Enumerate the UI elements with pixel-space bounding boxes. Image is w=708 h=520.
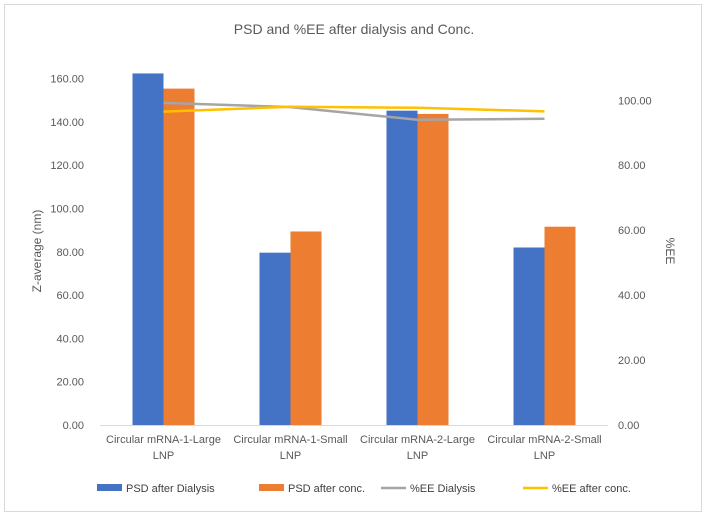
legend-label: PSD after Dialysis xyxy=(126,483,215,495)
y-tick-label: 140.00 xyxy=(50,117,84,129)
x-tick-label: Circular mRNA-2-Small xyxy=(487,434,601,446)
bar xyxy=(544,226,576,425)
series-line xyxy=(163,105,545,113)
y2-tick-label: 40.00 xyxy=(618,290,646,302)
legend-swatch xyxy=(97,484,122,491)
y-tick-label: 120.00 xyxy=(50,160,84,172)
legend-swatch xyxy=(259,484,284,491)
x-tick-label: LNP xyxy=(280,450,301,462)
bar xyxy=(163,88,195,425)
x-tick-label: Circular mRNA-1-Large xyxy=(106,434,221,446)
y-tick-label: 80.00 xyxy=(56,247,84,259)
bar xyxy=(513,247,545,425)
y2-tick-label: 0.00 xyxy=(618,420,639,432)
legend-label: PSD after conc. xyxy=(288,483,365,495)
x-tick-label: Circular mRNA-2-Large xyxy=(360,434,475,446)
x-tick-label: LNP xyxy=(153,450,174,462)
y2-tick-label: 80.00 xyxy=(618,160,646,172)
x-tick-label: LNP xyxy=(407,450,428,462)
x-tick-label: LNP xyxy=(534,450,555,462)
y2-axis-title: %EE xyxy=(663,238,677,265)
bar xyxy=(417,113,449,425)
y-tick-label: 20.00 xyxy=(56,377,84,389)
chart-frame xyxy=(4,4,702,512)
y-tick-label: 100.00 xyxy=(50,204,84,216)
x-tick-label: Circular mRNA-1-Small xyxy=(233,434,347,446)
y2-tick-label: 20.00 xyxy=(618,355,646,367)
y-tick-label: 60.00 xyxy=(56,290,84,302)
legend-label: %EE Dialysis xyxy=(410,483,476,495)
bar xyxy=(132,73,164,425)
y-tick-label: 40.00 xyxy=(56,333,84,345)
y-tick-label: 160.00 xyxy=(50,74,84,86)
bar xyxy=(259,252,291,425)
y2-tick-label: 60.00 xyxy=(618,225,646,237)
series-line xyxy=(163,101,545,122)
chart-title: PSD and %EE after dialysis and Conc. xyxy=(234,21,474,37)
bar xyxy=(386,110,418,426)
y2-tick-label: 100.00 xyxy=(618,95,652,107)
y-axis-title: Z-average (nm) xyxy=(30,210,44,293)
y-tick-label: 0.00 xyxy=(63,420,84,432)
bar xyxy=(290,231,322,425)
legend-label: %EE after conc. xyxy=(552,483,631,495)
